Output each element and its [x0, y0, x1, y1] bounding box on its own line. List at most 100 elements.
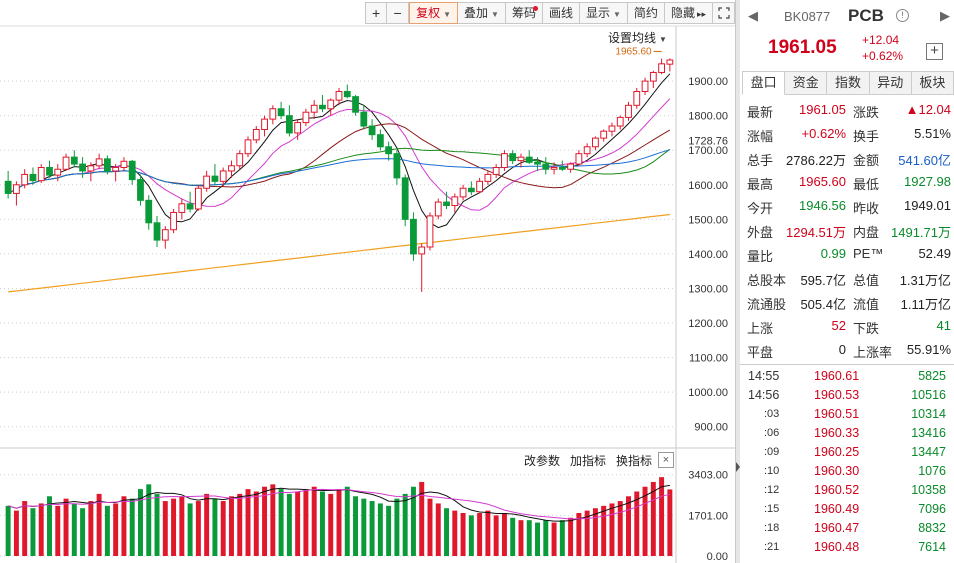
overlay-label: 叠加 — [464, 6, 489, 20]
volume-bar — [245, 489, 251, 556]
stat-value: 1949.01 — [904, 198, 951, 213]
volume-bar — [129, 498, 135, 556]
volume-bar — [419, 481, 425, 556]
candle-body — [443, 201, 450, 207]
trade-time: :18 — [764, 522, 780, 534]
stat-row: 总手 2786.22万 金额 541.60亿 — [740, 146, 954, 170]
tab-funds[interactable]: 资金 — [785, 71, 828, 95]
chips-button[interactable]: 筹码 — [505, 2, 543, 24]
volume-bar — [344, 486, 350, 556]
candle-body — [426, 215, 434, 248]
change-params-button[interactable]: 改参数 — [524, 454, 561, 468]
tab-index[interactable]: 指数 — [827, 71, 870, 95]
trade-time: :15 — [764, 503, 780, 515]
zoom-in-button[interactable]: + — [365, 2, 388, 24]
volume-bar — [386, 505, 392, 556]
volume-bar — [295, 491, 301, 556]
add-indicator-button[interactable]: 加指标 — [570, 454, 607, 468]
chips-label: 筹码 — [511, 6, 536, 20]
info-icon[interactable]: ! — [896, 9, 909, 22]
tab-sector[interactable]: 板块 — [911, 71, 954, 95]
tab-movement[interactable]: 异动 — [869, 71, 912, 95]
stat-row: 最高 1965.60 最低 1927.98 — [740, 170, 954, 194]
candle-body — [608, 125, 616, 132]
trade-price: 1960.61 — [814, 369, 860, 383]
kline-chart-area[interactable]: 1900.00 1800.00 1728.76 1700.00 1600.00 1500.… — [0, 0, 735, 563]
volume-bar — [551, 522, 557, 556]
overlay-dropdown[interactable]: 叠加 ▼ — [458, 2, 506, 24]
candle-body — [285, 115, 293, 134]
trade-volume: 8832 — [918, 521, 946, 535]
stock-code: BK0877 — [784, 9, 831, 24]
candle-body — [145, 199, 153, 224]
stat-row: 总股本 595.7亿 总值 1.31万亿 — [740, 266, 954, 290]
volume-bar — [369, 501, 375, 556]
volume-bar — [328, 493, 334, 556]
price-tick-label: 1300.00 — [688, 283, 728, 295]
stat-label: 上涨 — [747, 321, 774, 336]
trade-row: 14:56 1960.53 10516 — [740, 386, 954, 405]
panel-splitter[interactable] — [735, 0, 740, 563]
volume-bar — [204, 493, 210, 556]
stat-label: 最低 — [853, 177, 880, 192]
stat-label: 最高 — [747, 177, 774, 192]
candle-body — [294, 122, 302, 134]
ma-settings-dropdown[interactable]: 设置均线 ▼ — [608, 29, 667, 46]
close-indicator-button[interactable]: × — [658, 452, 674, 468]
chart-toolbar: + − 复权 ▼ 叠加 ▼ 筹码 画线 显示 ▼ 简约 隐藏 ▸▸ — [365, 2, 735, 24]
draw-line-button[interactable]: 画线 — [542, 2, 580, 24]
adjust-rights-dropdown[interactable]: 复权 ▼ — [409, 2, 459, 24]
stat-label: 外盘 — [747, 225, 774, 240]
candle-body — [335, 90, 343, 101]
chevron-down-icon: ▼ — [443, 10, 452, 19]
volume-bar — [47, 496, 52, 556]
tab-orderbook[interactable]: 盘口 — [742, 71, 786, 95]
volume-bar — [543, 520, 549, 556]
stat-row: 今开 1946.56 昨收 1949.01 — [740, 194, 954, 218]
hide-button[interactable]: 隐藏 ▸▸ — [664, 2, 713, 24]
trade-time: :21 — [764, 541, 780, 553]
trade-volume: 7096 — [918, 502, 946, 516]
simple-mode-button[interactable]: 简约 — [627, 2, 665, 24]
quote-panel: ◀ BK0877 PCB ! ▶ 1961.05 +12.04 +0.62% +… — [740, 0, 954, 563]
candle-body — [219, 170, 227, 182]
candle-body — [542, 163, 550, 170]
volume-bar — [38, 503, 44, 556]
candle-body — [534, 161, 541, 165]
candle-body — [120, 160, 128, 169]
trade-row: :21 1960.48 7614 — [740, 538, 954, 557]
stat-value: 1.31万亿 — [899, 273, 951, 288]
candle-body — [343, 90, 351, 98]
price-tick-label: 1700.00 — [688, 145, 728, 157]
volume-ma-line — [7, 488, 671, 520]
volume-bar — [601, 505, 607, 556]
tick-trades-list[interactable]: 14:55 1960.61 5825 14:56 1960.53 10516:03 1960… — [740, 367, 954, 557]
volume-bar — [88, 501, 94, 556]
zoom-out-button[interactable]: − — [387, 2, 410, 24]
candle-body — [451, 196, 459, 207]
display-dropdown[interactable]: 显示 ▼ — [579, 2, 628, 24]
stat-row: 外盘 1294.51万 内盘 1491.71万 — [740, 218, 954, 242]
add-watchlist-button[interactable]: + — [926, 43, 943, 60]
candle-body — [393, 153, 401, 179]
candle-body — [203, 175, 211, 189]
candle-body — [658, 63, 665, 73]
switch-indicator-button[interactable]: 换指标 — [616, 454, 653, 468]
stat-value: 0.99 — [820, 246, 846, 261]
notification-dot-icon — [532, 6, 538, 11]
candle-body — [79, 163, 86, 172]
volume-bar — [394, 498, 400, 556]
volume-bar — [377, 503, 383, 556]
volume-bar — [22, 501, 28, 556]
stat-value: 1961.05 — [799, 102, 846, 117]
next-stock-icon[interactable]: ▶ — [940, 8, 950, 23]
volume-bar — [626, 496, 631, 556]
price-tick-label: 1500.00 — [688, 214, 728, 226]
volume-bar — [659, 477, 665, 556]
prev-stock-icon[interactable]: ◀ — [748, 8, 758, 23]
candle-body — [492, 167, 500, 175]
volume-bar — [410, 486, 416, 556]
collapse-arrow-icon[interactable] — [736, 462, 740, 472]
fullscreen-button[interactable] — [713, 2, 735, 24]
